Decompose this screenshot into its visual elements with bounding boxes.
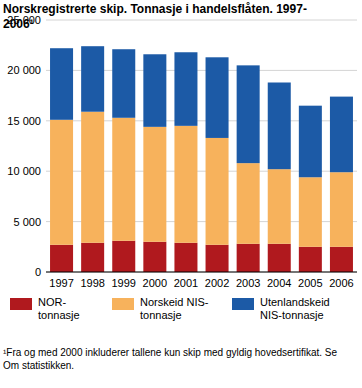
bar-segment [174,126,197,243]
bar-segment [268,244,291,272]
legend-swatch [112,298,134,310]
bar-segment [237,65,260,163]
legend-swatch [10,298,32,310]
bar-segment [50,245,73,272]
footnote: ¹Fra og med 2000 inkluderer tallene kun … [3,346,355,372]
bar-segment [206,245,229,272]
bar-segment [206,138,229,245]
bar-segment [143,54,166,127]
bar-segment [330,247,353,272]
bar-segment [174,52,197,126]
x-tick-label: 1998 [80,277,104,289]
bar-segment [330,172,353,247]
bar-segment [268,82,291,169]
bar-segment [299,247,322,272]
bar-segment [81,46,104,112]
x-tick-label: 2001 [174,277,198,289]
legend-label: NOR-tonnasje [38,296,93,322]
grid-line [46,272,357,273]
x-tick-label: 1999 [112,277,136,289]
bar-segment [330,97,353,173]
bar-segment [143,127,166,242]
y-tick-label: 5 000 [13,216,41,228]
x-axis [46,272,357,273]
bar-segment [112,49,135,118]
legend-label: Norskeid NIS-tonnasje [140,296,220,322]
x-tick-label: 2002 [205,277,229,289]
bar-segment [143,242,166,272]
chart: 0 5 000 10 000 15 000 20 000 25 000 1997 1998 19… [0,0,362,388]
bar-segment [174,243,197,272]
legend-label: Utenlandskeid NIS-tonnasje [260,296,350,322]
bar-segment [112,241,135,272]
y-tick-label: 15 000 [7,115,41,127]
bar-segment [299,106,322,178]
title: Norskregistrerte skip. Tonnasje i handel… [3,2,323,32]
bar-segment [299,177,322,247]
legend-swatch [232,298,254,310]
y-tick-label: 20 000 [7,64,41,76]
x-tick-label: 2006 [329,277,353,289]
x-tick-label: 2000 [143,277,167,289]
bar-segment [81,112,104,243]
bar-segment [268,169,291,244]
x-tick-label: 1997 [49,277,73,289]
x-tick-label: 2005 [298,277,322,289]
bar-segment [112,118,135,241]
x-tick-label: 2003 [236,277,260,289]
bar-segment [206,57,229,138]
y-tick-label: 0 [35,266,41,278]
x-tick-label: 2004 [267,277,291,289]
y-tick-label: 25 000 [7,14,41,26]
bar-segment [81,243,104,272]
bar-segment [50,120,73,245]
grid-line [46,20,357,21]
y-tick-label: 10 000 [7,165,41,177]
bar-segment [237,163,260,244]
bars [50,46,353,272]
bar-segment [50,48,73,120]
bar-segment [237,244,260,272]
